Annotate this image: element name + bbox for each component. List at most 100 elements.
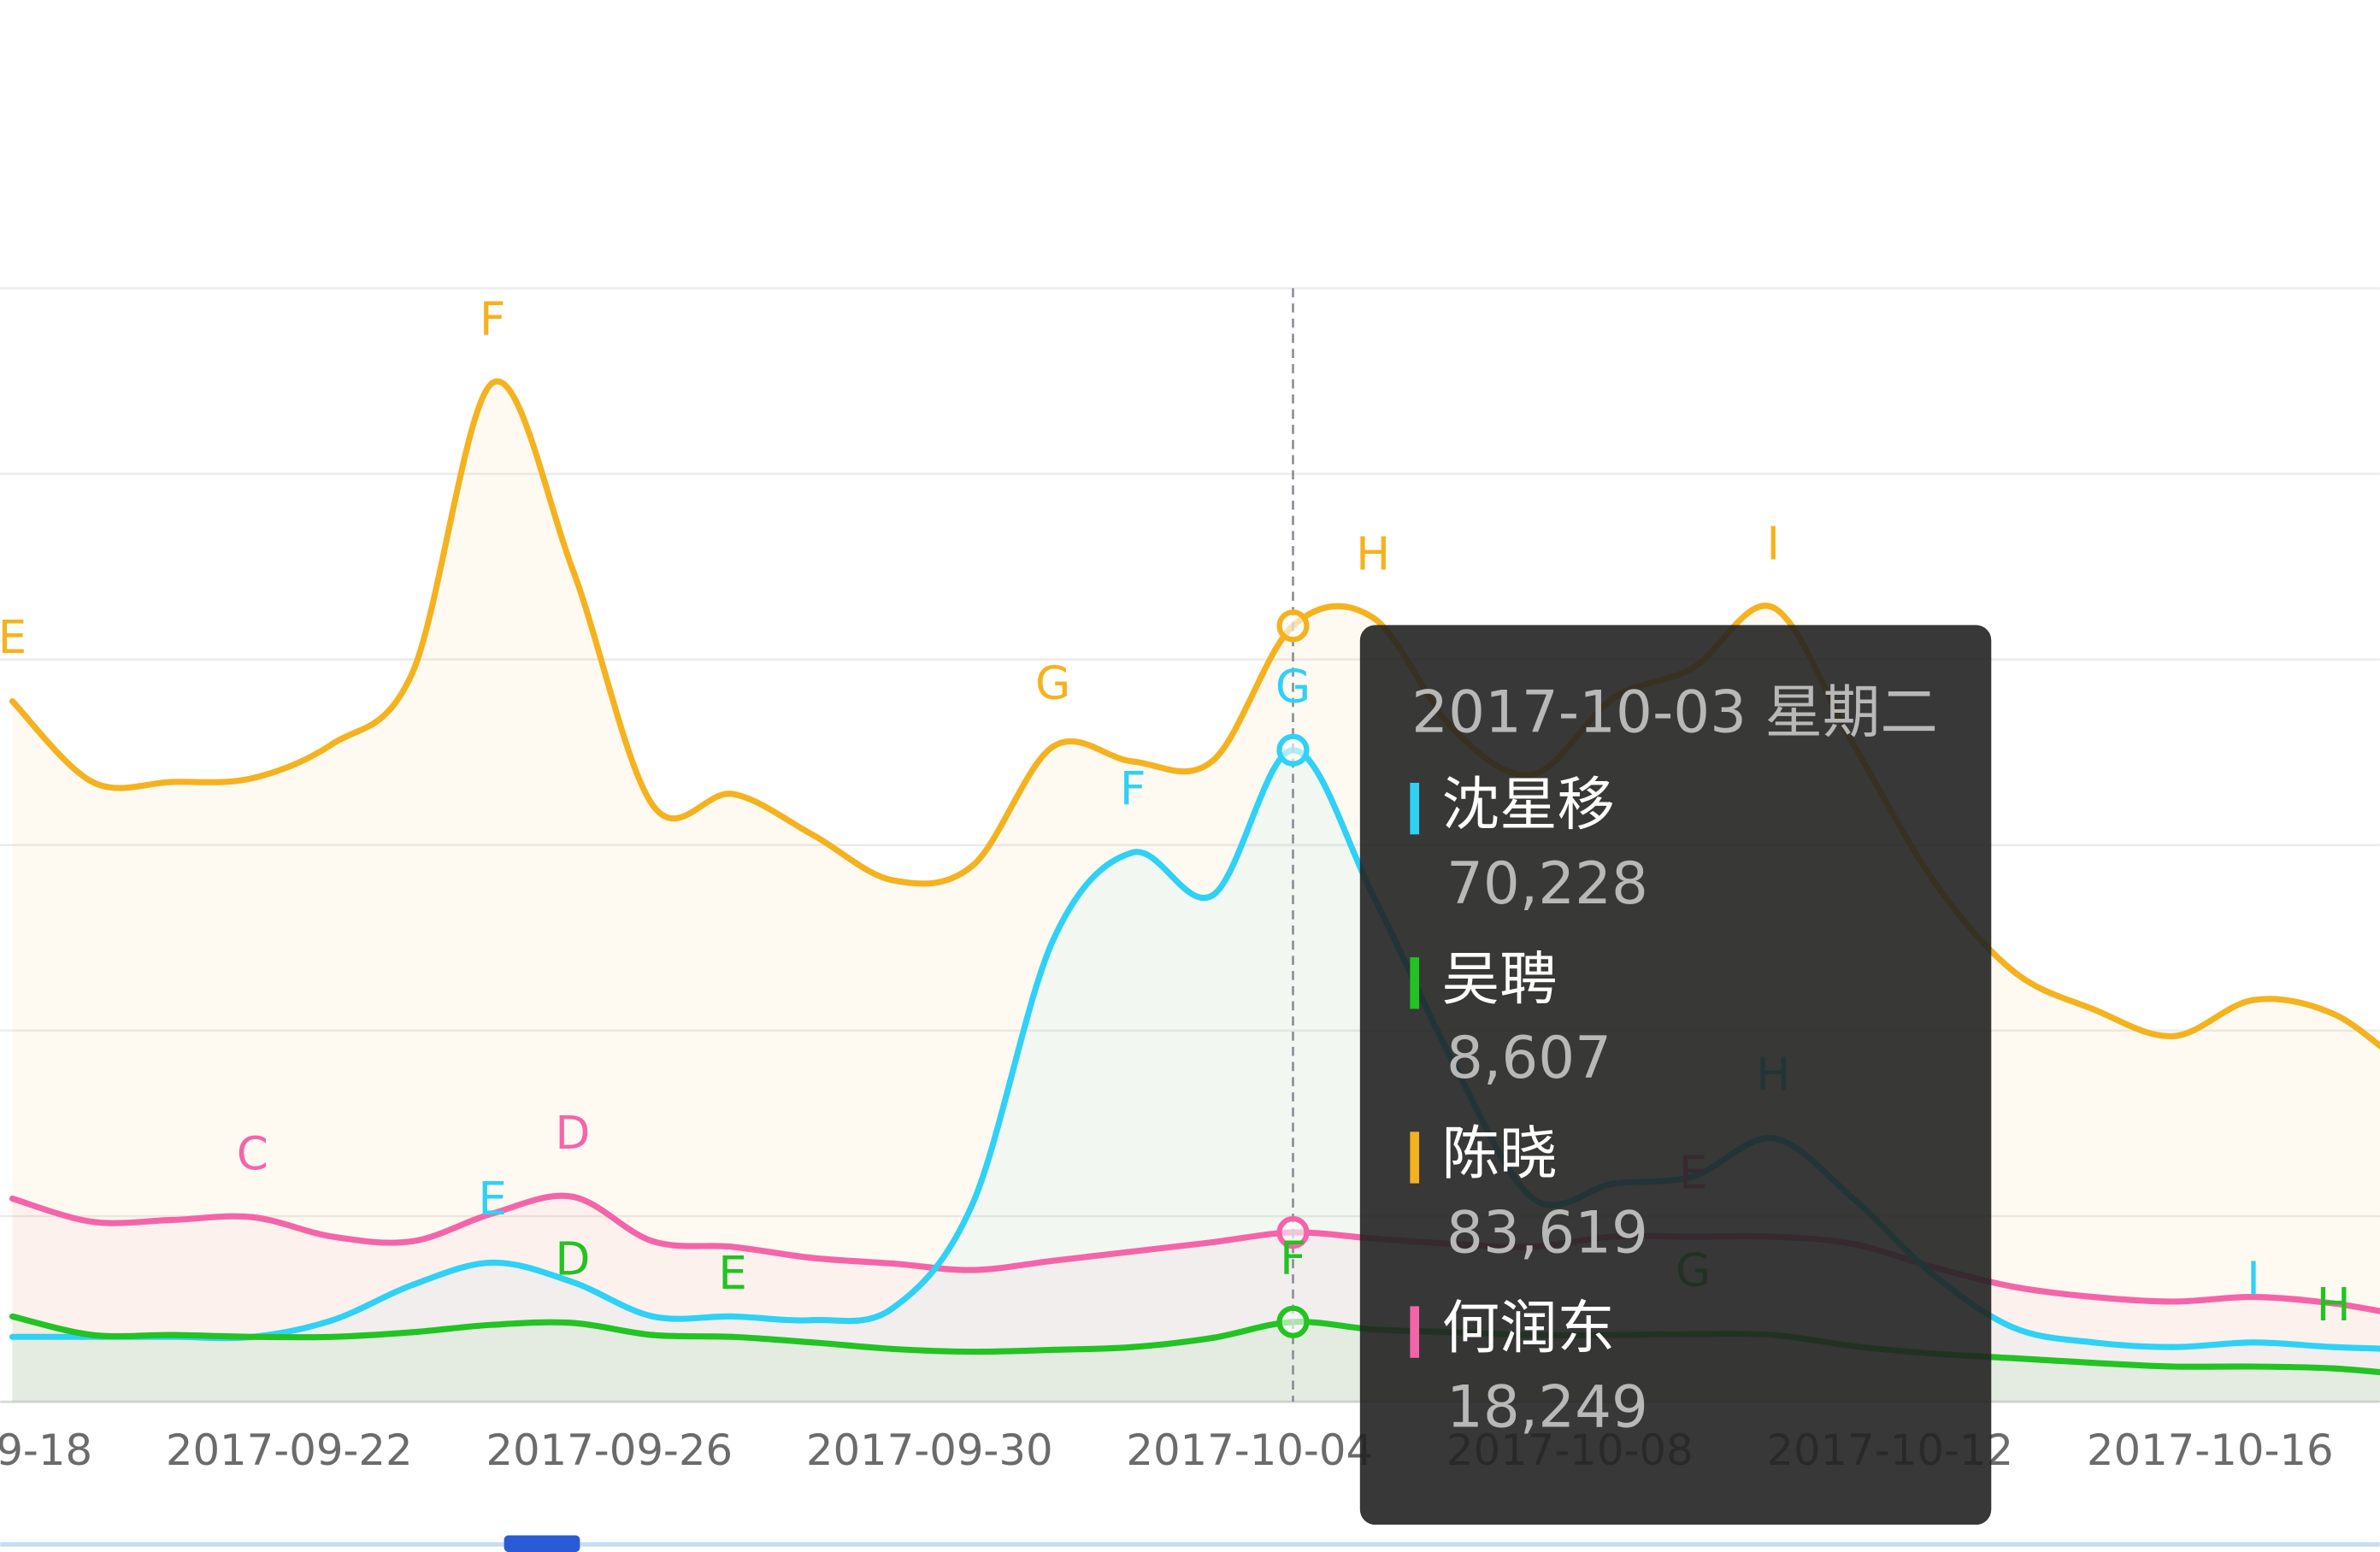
annotation: I (1766, 517, 1780, 570)
highlight-point (1276, 1216, 1310, 1249)
point (89, 1332, 96, 1338)
annotation: F (1280, 1232, 1306, 1285)
tooltip-series-name: 陈晓 (1442, 1120, 1558, 1187)
grid (0, 286, 2380, 1403)
point (329, 1317, 336, 1324)
tooltip-marker (1410, 1132, 1420, 1184)
point (9, 1313, 16, 1320)
tooltip-marker (1410, 782, 1420, 835)
annotation: F (480, 293, 506, 346)
point (889, 1345, 896, 1352)
annotation: E (478, 1173, 507, 1226)
point (329, 1233, 336, 1240)
tooltip-value: 8,607 (1446, 1024, 1611, 1091)
point (489, 1259, 496, 1266)
point (729, 1243, 736, 1250)
point (89, 779, 96, 785)
annotation: E (718, 1247, 747, 1300)
point (649, 802, 657, 808)
point (569, 566, 576, 573)
annotation: D (555, 1233, 590, 1286)
point (1050, 1257, 1057, 1264)
highlight-point (1276, 1305, 1310, 1338)
point (810, 1255, 816, 1261)
x-tick-label: 2017-09-22 (166, 1426, 413, 1475)
point (2330, 1343, 2337, 1350)
annotation: G (1035, 656, 1070, 709)
point (1129, 1248, 1136, 1255)
point (1210, 1334, 1217, 1341)
point (569, 1320, 576, 1326)
point (89, 1219, 96, 1226)
annotation: G (1275, 660, 1311, 713)
tooltip-series-name: 吴聘 (1442, 945, 1558, 1013)
point (1129, 1343, 1136, 1350)
x-tick-label: 2017-10-16 (2087, 1426, 2334, 1475)
point (2170, 1363, 2177, 1370)
point (2010, 1284, 2017, 1290)
point (1370, 614, 1376, 621)
point (2170, 1343, 2177, 1350)
point (729, 1313, 736, 1320)
point (2250, 1339, 2257, 1346)
point (9, 697, 16, 705)
point (2010, 967, 2017, 974)
point (969, 1267, 976, 1273)
x-tick-label: 2017-09-26 (486, 1426, 733, 1475)
tooltip-value: 70,228 (1446, 849, 1648, 917)
point (969, 862, 976, 869)
point (169, 1332, 176, 1338)
point (1129, 758, 1136, 765)
point (729, 791, 736, 797)
point (9, 1333, 16, 1340)
x-tick-label: 2017-09-18 (0, 1426, 92, 1475)
point (169, 779, 176, 785)
line (11, 1313, 2380, 1376)
point (1770, 604, 1776, 611)
point (969, 1200, 976, 1207)
point (2010, 1355, 2017, 1361)
tooltip-marker (1410, 1306, 1420, 1358)
lines (9, 288, 2380, 1402)
zoom-slider-handle[interactable] (504, 1535, 580, 1552)
point (569, 1279, 576, 1285)
annotation: F (1120, 762, 1146, 815)
tooltip-series-name: 何润东 (1442, 1294, 1615, 1361)
point (2330, 1365, 2337, 1372)
point (969, 1349, 976, 1355)
point (649, 1332, 657, 1338)
point (569, 1193, 576, 1200)
point (169, 1216, 176, 1223)
point (649, 1237, 657, 1244)
point (729, 1333, 736, 1340)
annotation: I (2247, 1252, 2260, 1305)
tooltip-value: 18,249 (1446, 1373, 1648, 1440)
point (1210, 891, 1217, 898)
tooltip-marker (1410, 957, 1420, 1009)
point (889, 877, 896, 884)
point (249, 1214, 256, 1220)
annotation: H (2317, 1279, 2351, 1332)
point (2250, 996, 2257, 1003)
point (1210, 1238, 1217, 1246)
point (2090, 1294, 2097, 1301)
point (2010, 1324, 2017, 1331)
line (12, 747, 2380, 1352)
point (810, 1317, 816, 1324)
point (810, 832, 816, 838)
annotation: E (0, 611, 27, 664)
tooltip-series-name: 沈星移 (1442, 771, 1615, 838)
point (2330, 1010, 2337, 1017)
point (889, 1260, 896, 1267)
point (329, 740, 336, 747)
tooltip-value: 83,619 (1446, 1198, 1648, 1266)
point (489, 1210, 496, 1217)
tooltip-title: 2017-10-03 星期二 (1411, 678, 1938, 745)
annotation: D (555, 1107, 590, 1160)
annotation: H (1356, 527, 1390, 580)
tooltip-box (1359, 625, 1992, 1526)
point (2170, 1032, 2177, 1039)
